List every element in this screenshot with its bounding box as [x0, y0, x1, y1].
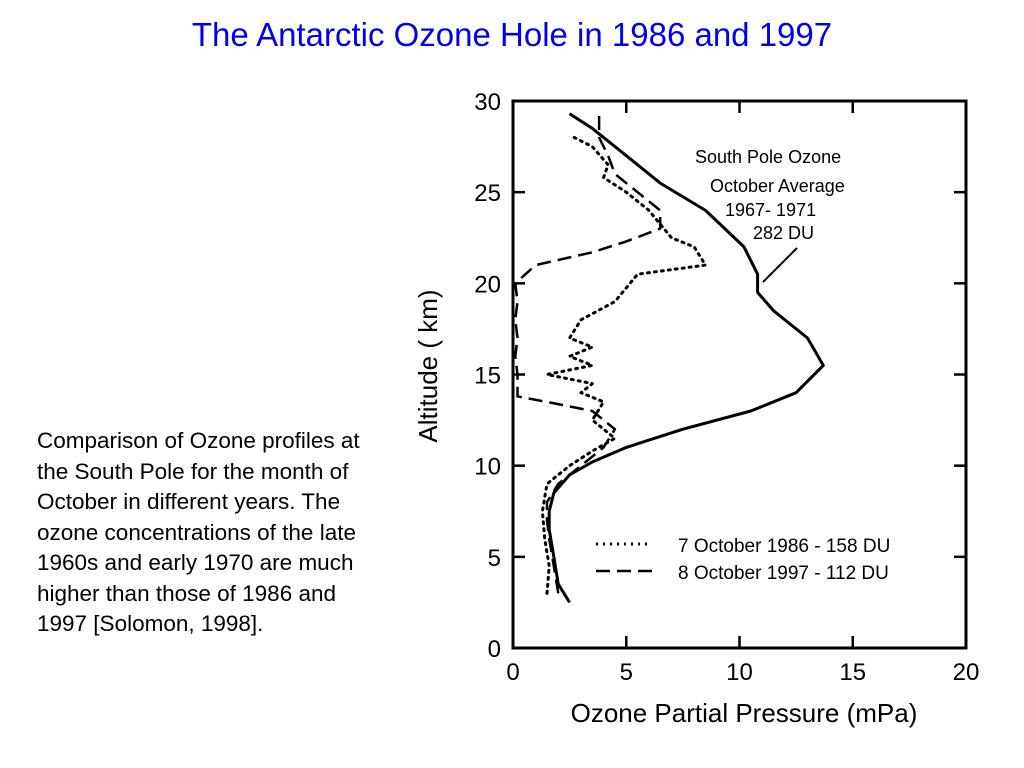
- annotation: South Pole Ozone October Average 1967- 1…: [695, 147, 845, 283]
- x-axis-title: Ozone Partial Pressure (mPa): [571, 698, 918, 728]
- x-tick-label: 20: [953, 659, 980, 686]
- series-line-dotted: [540, 136, 707, 595]
- y-tick-label: 25: [474, 180, 501, 207]
- y-tick-label: 30: [474, 89, 501, 116]
- x-tick-label: 15: [839, 659, 866, 686]
- y-tick-label: 15: [474, 363, 501, 390]
- y-tick-label: 5: [488, 545, 501, 572]
- annotation-line-4: 282 DU: [753, 223, 814, 243]
- series-line-dashed: [514, 110, 662, 594]
- annotation-line-2: October Average: [710, 176, 845, 196]
- x-tick-label: 5: [620, 659, 633, 686]
- legend-entry-1986: 7 October 1986 - 158 DU: [678, 536, 890, 557]
- slide-title: The Antarctic Ozone Hole in 1986 and 199…: [191, 16, 833, 53]
- series-line-solid: [547, 112, 825, 604]
- caption-text: Comparison of Ozone profiles at the Sout…: [37, 428, 360, 636]
- y-tick-label: 0: [488, 636, 501, 663]
- y-axis-title: Altitude ( km): [413, 289, 443, 442]
- legend: 7 October 1986 - 158 DU 8 October 1997 -…: [596, 536, 890, 584]
- axis-ticks: 0 5 10 15 20 0 5 10 15 20 25 30: [474, 89, 979, 686]
- annotation-pointer: [762, 247, 798, 283]
- x-tick-label: 10: [726, 659, 753, 686]
- annotation-line-1: South Pole Ozone: [695, 147, 841, 167]
- y-tick-label: 10: [474, 454, 501, 481]
- series-layer: [514, 110, 825, 604]
- x-tick-label: 0: [506, 659, 519, 686]
- legend-entry-1997: 8 October 1997 - 112 DU: [678, 563, 889, 584]
- annotation-line-3: 1967- 1971: [725, 200, 816, 220]
- y-tick-label: 20: [474, 271, 501, 298]
